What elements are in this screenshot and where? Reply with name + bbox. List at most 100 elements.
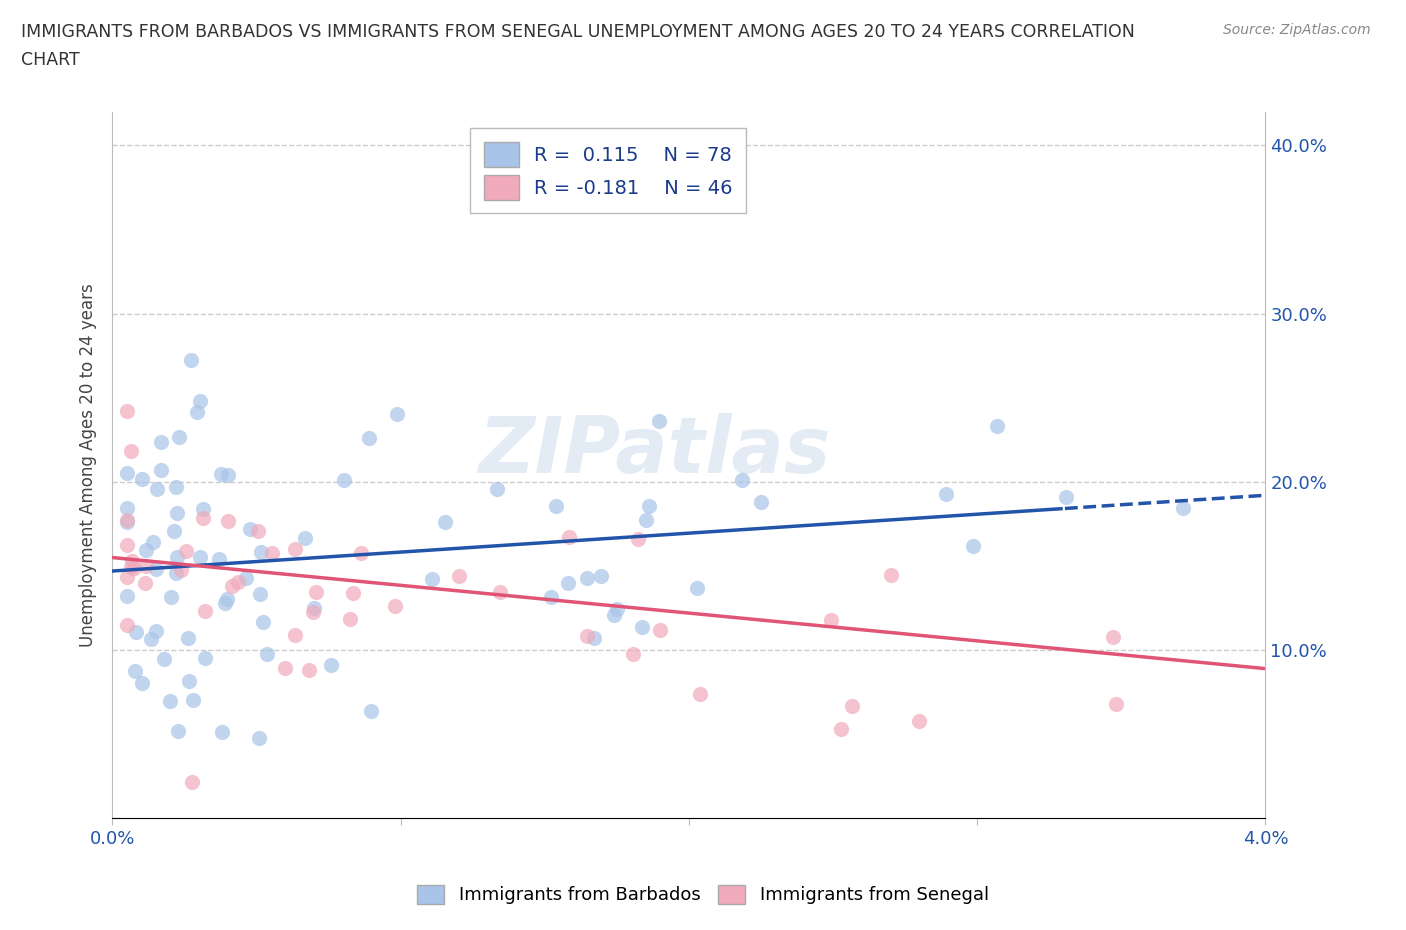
Point <box>621 647 644 662</box>
Point <box>115 618 138 632</box>
Point <box>485 481 508 496</box>
Point <box>935 486 957 501</box>
Point <box>131 675 153 690</box>
Point <box>177 673 200 688</box>
Point <box>115 512 138 527</box>
Point <box>284 628 307 643</box>
Point <box>217 591 239 606</box>
Point <box>124 664 146 679</box>
Point <box>294 531 316 546</box>
Point <box>339 611 361 626</box>
Point <box>648 414 671 429</box>
Point <box>131 472 153 486</box>
Point <box>117 589 139 604</box>
Text: IMMIGRANTS FROM BARBADOS VS IMMIGRANTS FROM SENEGAL UNEMPLOYMENT AMONG AGES 20 T: IMMIGRANTS FROM BARBADOS VS IMMIGRANTS F… <box>21 23 1135 41</box>
Point <box>188 393 211 408</box>
Point <box>125 625 148 640</box>
Point <box>115 570 138 585</box>
Text: CHART: CHART <box>21 51 80 69</box>
Point <box>1171 500 1194 515</box>
Point <box>1105 697 1128 711</box>
Point <box>120 444 142 458</box>
Point <box>298 663 321 678</box>
Point <box>319 658 342 672</box>
Point <box>488 584 510 599</box>
Point <box>146 482 169 497</box>
Point <box>163 524 186 538</box>
Point <box>333 473 356 488</box>
Point <box>211 724 233 739</box>
Point <box>134 576 156 591</box>
Y-axis label: Unemployment Among Ages 20 to 24 years: Unemployment Among Ages 20 to 24 years <box>79 283 97 647</box>
Point <box>165 480 187 495</box>
Point <box>575 571 598 586</box>
Point <box>546 498 568 513</box>
Point <box>1054 490 1077 505</box>
Point <box>167 724 190 738</box>
Point <box>350 546 373 561</box>
Point <box>177 631 200 645</box>
Point <box>731 472 754 487</box>
Point <box>841 698 863 713</box>
Point <box>235 570 257 585</box>
Point <box>145 624 167 639</box>
Point <box>638 498 661 513</box>
Point <box>557 576 579 591</box>
Point <box>627 532 650 547</box>
Point <box>583 631 606 645</box>
Point <box>180 353 202 368</box>
Point <box>606 602 628 617</box>
Point <box>576 629 599 644</box>
Point <box>153 652 176 667</box>
Point <box>135 559 157 574</box>
Point <box>218 468 240 483</box>
Point <box>142 534 165 549</box>
Point <box>170 563 193 578</box>
Point <box>209 466 232 481</box>
Point <box>540 590 562 604</box>
Point <box>160 590 183 604</box>
Text: Source: ZipAtlas.com: Source: ZipAtlas.com <box>1223 23 1371 37</box>
Point <box>384 599 406 614</box>
Point <box>193 502 215 517</box>
Text: ZIPatlas: ZIPatlas <box>478 413 831 489</box>
Point <box>749 495 772 510</box>
Point <box>115 514 138 529</box>
Point <box>120 559 142 574</box>
Point <box>181 693 204 708</box>
Point <box>250 544 273 559</box>
Point <box>434 515 457 530</box>
Point <box>385 406 408 421</box>
Point <box>686 580 709 595</box>
Point <box>181 775 204 790</box>
Point <box>214 595 236 610</box>
Point <box>342 586 364 601</box>
Point <box>226 575 249 590</box>
Point <box>252 615 274 630</box>
Point <box>304 601 326 616</box>
Point <box>115 501 138 516</box>
Point <box>907 713 929 728</box>
Point <box>188 549 211 564</box>
Point <box>603 607 626 622</box>
Point <box>880 567 903 582</box>
Point <box>962 538 984 553</box>
Legend: Immigrants from Barbados, Immigrants from Senegal: Immigrants from Barbados, Immigrants fro… <box>409 878 997 911</box>
Point <box>256 646 278 661</box>
Point <box>149 434 172 449</box>
Point <box>135 543 157 558</box>
Point <box>260 545 283 560</box>
Point <box>360 704 382 719</box>
Point <box>166 549 188 564</box>
Point <box>302 604 325 619</box>
Point <box>193 511 215 525</box>
Point <box>141 632 163 647</box>
Point <box>558 530 581 545</box>
Point <box>221 578 243 593</box>
Point <box>194 651 217 666</box>
Point <box>357 431 380 445</box>
Legend: R =  0.115    N = 78, R = -0.181    N = 46: R = 0.115 N = 78, R = -0.181 N = 46 <box>470 128 747 213</box>
Point <box>589 568 612 583</box>
Point <box>217 514 239 529</box>
Point <box>247 524 270 538</box>
